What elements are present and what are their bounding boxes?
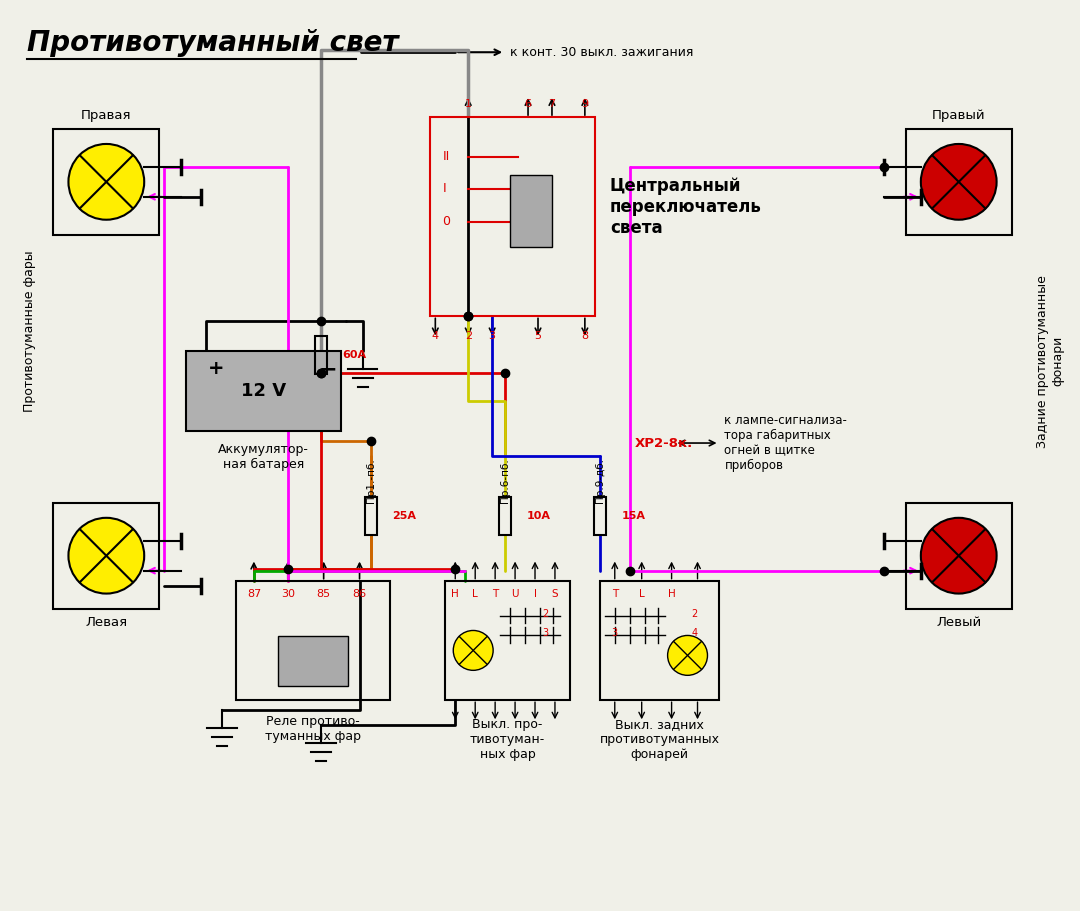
Text: −: − — [319, 359, 337, 379]
Text: 5: 5 — [535, 332, 541, 342]
Text: Пр.9-дб.: Пр.9-дб. — [595, 458, 605, 504]
Text: 12 V: 12 V — [241, 383, 286, 400]
Text: 2: 2 — [542, 609, 549, 619]
Text: 10A: 10A — [527, 511, 551, 521]
Text: 9: 9 — [581, 99, 589, 109]
Bar — [365, 496, 377, 535]
Text: 30: 30 — [281, 589, 295, 599]
Text: T: T — [492, 589, 498, 599]
Text: 85: 85 — [316, 589, 330, 599]
Text: I: I — [534, 589, 537, 599]
Text: I: I — [443, 182, 446, 195]
Text: ХР2-8к.: ХР2-8к. — [635, 436, 693, 449]
Text: 3: 3 — [488, 332, 496, 342]
Text: 1: 1 — [464, 99, 472, 109]
Text: 3: 3 — [542, 629, 548, 639]
Bar — [278, 637, 348, 686]
Bar — [53, 503, 160, 609]
Text: 3: 3 — [611, 629, 618, 639]
Text: Левая: Левая — [85, 616, 127, 629]
Text: Правый: Правый — [932, 109, 986, 122]
Text: 4: 4 — [691, 629, 698, 639]
Text: 25A: 25A — [392, 511, 417, 521]
Text: Выкл. про-
тивотуман-
ных фар: Выкл. про- тивотуман- ных фар — [470, 718, 545, 762]
Text: 8: 8 — [581, 332, 589, 342]
Bar — [594, 496, 606, 535]
Text: 7: 7 — [549, 99, 555, 109]
Text: H: H — [667, 589, 675, 599]
Text: Выкл. задних
противотуманных
фонарей: Выкл. задних противотуманных фонарей — [599, 718, 719, 762]
Circle shape — [68, 144, 145, 220]
Text: 2: 2 — [464, 332, 472, 342]
Bar — [499, 496, 511, 535]
Text: 15A: 15A — [622, 511, 646, 521]
Text: L: L — [638, 589, 645, 599]
Text: Аккумулятор-
ная батарея: Аккумулятор- ная батарея — [218, 443, 309, 471]
Text: к конт. 30 выкл. зажигания: к конт. 30 выкл. зажигания — [510, 46, 693, 58]
Bar — [906, 128, 1012, 235]
Text: 0: 0 — [443, 215, 450, 229]
Text: 86: 86 — [352, 589, 366, 599]
Text: S: S — [552, 589, 558, 599]
Circle shape — [667, 636, 707, 675]
Text: Противотуманный свет: Противотуманный свет — [27, 29, 399, 57]
Text: 60A: 60A — [342, 351, 367, 361]
Text: Задние противотуманные
фонари: Задние противотуманные фонари — [1037, 275, 1065, 447]
Text: L: L — [472, 589, 478, 599]
Text: Пр1.-пб.: Пр1.-пб. — [365, 458, 376, 503]
Bar — [510, 175, 552, 247]
Circle shape — [454, 630, 494, 670]
Bar — [235, 580, 391, 701]
Text: U: U — [511, 589, 518, 599]
Circle shape — [921, 144, 997, 220]
Text: к лампе-сигнализа-
тора габаритных
огней в щитке
приборов: к лампе-сигнализа- тора габаритных огней… — [725, 414, 848, 472]
Text: H: H — [451, 589, 459, 599]
Text: Центральный
переключатель
света: Центральный переключатель света — [610, 177, 761, 237]
Text: 87: 87 — [246, 589, 261, 599]
Text: Пр.6-пб.: Пр.6-пб. — [500, 458, 510, 503]
Text: 4: 4 — [432, 332, 438, 342]
Text: 2: 2 — [691, 609, 698, 619]
Bar — [314, 336, 326, 374]
Bar — [906, 503, 1012, 609]
Text: II: II — [443, 150, 449, 163]
Bar — [599, 580, 719, 701]
Text: T: T — [611, 589, 618, 599]
Text: Левый: Левый — [936, 616, 982, 629]
Text: +: + — [208, 359, 225, 378]
Circle shape — [921, 517, 997, 594]
Bar — [430, 117, 595, 316]
Text: Правая: Правая — [81, 109, 132, 122]
Text: Реле противо-
туманных фар: Реле противо- туманных фар — [266, 715, 361, 743]
Bar — [186, 352, 340, 431]
Circle shape — [68, 517, 145, 594]
Text: 6: 6 — [525, 99, 531, 109]
Bar — [445, 580, 570, 701]
Bar — [53, 128, 160, 235]
Text: Противотуманные фары: Противотуманные фары — [23, 251, 36, 412]
